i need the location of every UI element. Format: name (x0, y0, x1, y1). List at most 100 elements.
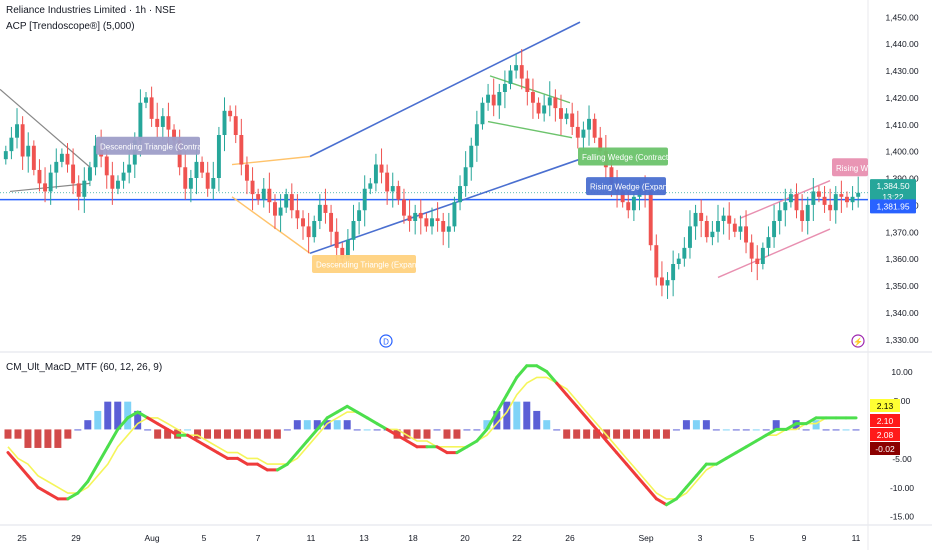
macd-hist-bar (303, 420, 311, 430)
macd-line-segment (66, 491, 80, 501)
candle (329, 212, 334, 232)
candle (82, 180, 87, 197)
candle (716, 221, 720, 232)
candle (289, 194, 294, 211)
candle (155, 118, 160, 127)
macd-line-segment (674, 485, 688, 501)
candle (390, 186, 395, 192)
macd-hist-bar (134, 410, 142, 430)
macd-line-segment (136, 410, 150, 420)
candle (385, 172, 390, 192)
macd-hist-bar (852, 429, 860, 431)
macd-hist-bar (762, 429, 770, 431)
candle (620, 191, 625, 203)
macd-hist-bar (243, 429, 251, 439)
pattern-label-box[interactable] (832, 158, 868, 177)
price-tick-label: 1,450.00 (885, 12, 918, 22)
candle (43, 183, 48, 192)
candle (138, 102, 143, 141)
pattern-label-box[interactable] (96, 136, 200, 155)
macd-hist-bar (363, 429, 371, 431)
candle (149, 97, 154, 119)
macd-hist-bar (124, 401, 132, 430)
candle (59, 153, 64, 162)
macd-hist-bar (94, 410, 102, 430)
candle (188, 178, 193, 189)
candle (441, 221, 446, 232)
macd-line-segment (555, 381, 569, 397)
candle (783, 202, 788, 211)
macd-hist-bar (533, 410, 541, 430)
candle (755, 258, 760, 264)
macd-line-segment (16, 462, 30, 478)
macd-line-segment (784, 422, 798, 431)
macd-value-box (870, 428, 900, 441)
candle (553, 97, 558, 109)
candle (334, 231, 339, 248)
macd-line-segment (96, 445, 110, 466)
candle (37, 169, 42, 184)
candle (3, 151, 8, 160)
macd-hist-bar (643, 429, 650, 439)
time-tick-label: 5 (202, 533, 207, 543)
macd-hist-bar (54, 429, 62, 448)
macd-line-segment (166, 427, 180, 437)
pattern-label-box[interactable] (312, 255, 416, 273)
candle (502, 83, 507, 92)
candle (575, 126, 580, 138)
macd-hist-bar (283, 429, 291, 431)
macd-hist-bar (652, 429, 660, 439)
flash-marker[interactable] (851, 334, 865, 348)
macd-hist-bar (742, 429, 750, 431)
pattern-label-box[interactable] (586, 177, 666, 196)
macd-hist-bar (164, 429, 172, 439)
macd-hist-bar (293, 420, 301, 430)
macd-hist-bar (184, 429, 192, 431)
macd-tick-label: 10.00 (891, 367, 913, 377)
macd-line-segment (86, 462, 100, 483)
macd-line-segment (485, 410, 499, 431)
price-tick-label: 1,390.00 (885, 174, 918, 184)
candle (732, 223, 737, 232)
macd-hist-bar (672, 429, 680, 431)
macd-hist-bar (313, 420, 321, 430)
candle (93, 145, 98, 168)
macd-line-segment (26, 474, 40, 489)
macd-line-segment (36, 485, 50, 495)
macd-line-segment (585, 416, 599, 431)
candle (71, 164, 76, 184)
candle (110, 175, 115, 189)
dividend-marker[interactable] (379, 334, 393, 348)
candle (570, 113, 575, 127)
chart-title: Reliance Industries Limited · 1h · NSE (6, 5, 176, 16)
macd-line-segment (285, 451, 299, 466)
candle (267, 188, 272, 203)
macd-hist-bar (613, 429, 621, 439)
macd-hist-bar (333, 420, 341, 430)
candle (648, 191, 653, 246)
candle (340, 247, 345, 259)
candle (144, 97, 148, 103)
candle (850, 196, 855, 203)
price-tick-label: 1,430.00 (885, 66, 918, 76)
macd-title[interactable]: CM_Ult_MacD_MTF (60, 12, 26, 9) (6, 362, 162, 373)
candle (54, 161, 59, 173)
macd-line-segment (355, 410, 369, 420)
macd-hist-bar (44, 429, 52, 448)
horizontal-line-label: 1,381.95 (876, 201, 909, 211)
macd-hist-bar (4, 429, 12, 439)
candle (839, 194, 844, 197)
macd-line-segment (565, 393, 579, 408)
macd-line-segment (654, 497, 668, 507)
current-price-label-countdown: 13:22 (882, 192, 904, 202)
macd-hist-bar (503, 401, 511, 430)
macd-hist-bar (64, 429, 72, 439)
macd-tick-label: -5.00 (892, 454, 912, 464)
macd-line-segment (754, 433, 768, 443)
indicator-title[interactable]: ACP [Trendoscope®] (5,000) (6, 21, 135, 32)
macd-line-segment (505, 375, 519, 397)
pattern-label-box[interactable] (578, 147, 668, 166)
macd-hist-bar (523, 401, 531, 430)
